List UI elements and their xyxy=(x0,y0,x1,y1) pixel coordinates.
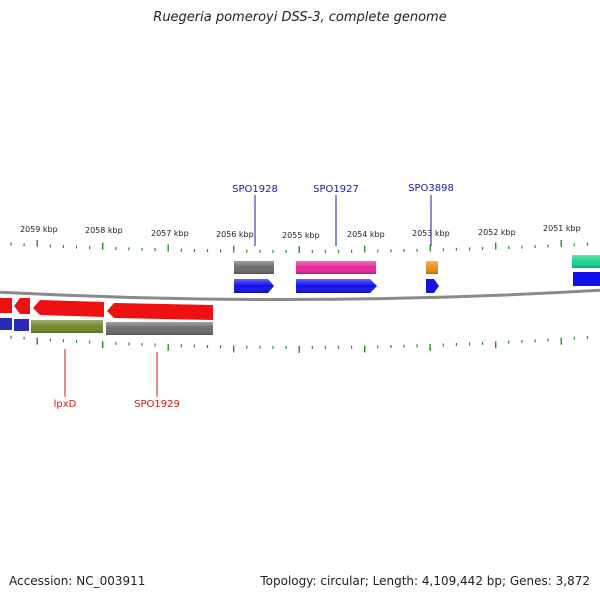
feature-label-lpxd[interactable]: lpxD xyxy=(54,399,77,410)
gene-arrow-edge[interactable] xyxy=(573,272,600,286)
feature-label-spo1929[interactable]: SPO1929 xyxy=(134,399,180,410)
kbp-label: 2054 kbp xyxy=(347,230,385,239)
gene-arrow-reverse[interactable] xyxy=(14,298,30,314)
kbp-label: 2059 kbp xyxy=(20,225,58,234)
genome-summary-text: Topology: circular; Length: 4,109,442 bp… xyxy=(260,574,590,588)
gene-arrow-lpxd[interactable] xyxy=(33,300,104,317)
kbp-label: 2058 kbp xyxy=(85,226,123,235)
kbp-label: 2057 kbp xyxy=(151,229,189,238)
inner-tick-row xyxy=(10,335,589,353)
outer-tick-row xyxy=(10,239,589,253)
kbp-label: 2052 kbp xyxy=(478,228,516,237)
map-title: Ruegeria pomeroyi DSS-3, complete genome xyxy=(153,10,447,25)
feature-label-spo1927[interactable]: SPO1927 xyxy=(313,184,359,195)
gene-block-edge-reverse-cog[interactable] xyxy=(0,318,12,330)
gene-arrow-spo1929[interactable] xyxy=(107,303,213,320)
gene-arrow-edge-reverse[interactable] xyxy=(0,298,12,313)
accession-text: Accession: NC_003911 xyxy=(9,574,146,588)
feature-label-spo1928[interactable]: SPO1928 xyxy=(232,184,278,195)
genome-backbone xyxy=(0,288,600,302)
gene-arrow-spo3898[interactable] xyxy=(426,279,439,293)
kbp-label: 2055 kbp xyxy=(282,231,320,240)
gene-block-reverse-cog[interactable] xyxy=(14,319,29,331)
feature-label-spo3898[interactable]: SPO3898 xyxy=(408,183,454,194)
kbp-label: 2051 kbp xyxy=(543,224,581,233)
kbp-label: 2056 kbp xyxy=(216,230,254,239)
